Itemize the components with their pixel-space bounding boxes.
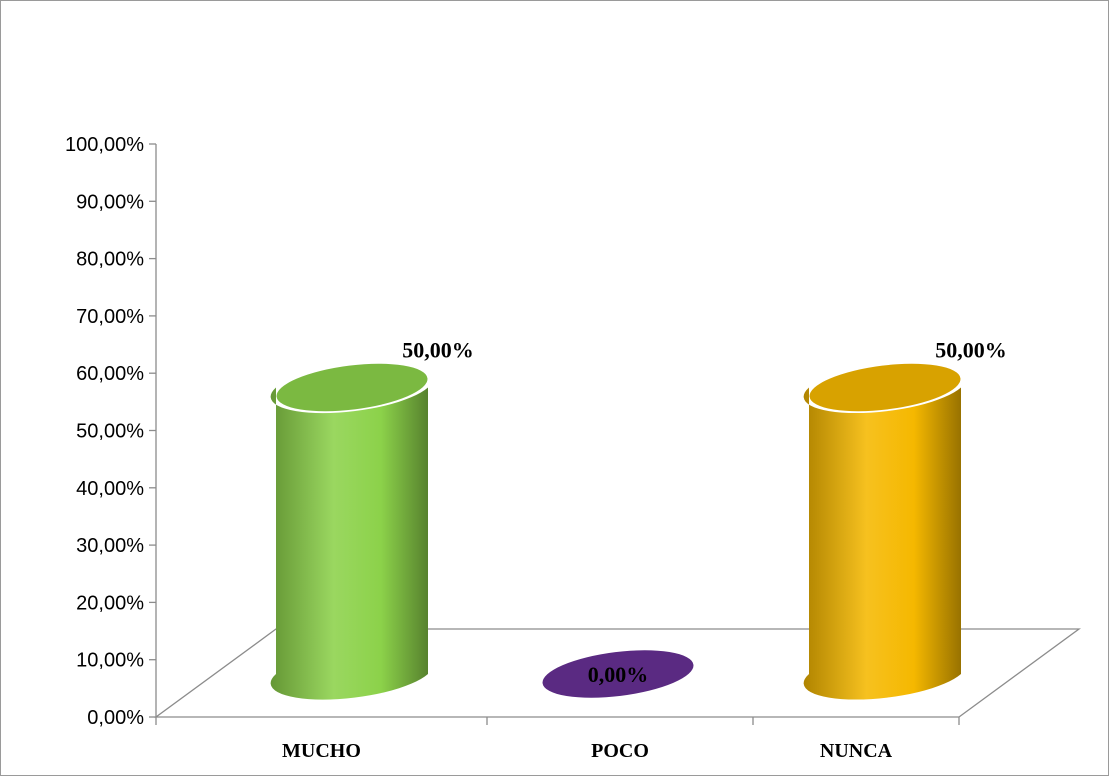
bar-top bbox=[809, 363, 961, 412]
x-tick-label: POCO bbox=[591, 740, 649, 762]
y-tick-label: 90,00% bbox=[76, 191, 144, 213]
y-tick-label: 20,00% bbox=[76, 592, 144, 614]
y-tick-labels: 0,00% 10,00% 20,00% 30,00% 40,00% 50,00% 60,00… bbox=[65, 134, 156, 729]
bar-nunca bbox=[803, 363, 961, 700]
bar-body bbox=[270, 387, 428, 700]
bar-top bbox=[276, 363, 428, 412]
y-tick-label: 80,00% bbox=[76, 249, 144, 271]
data-label-poco: 0,00% bbox=[588, 662, 649, 687]
bar-body bbox=[803, 387, 961, 700]
y-tick-label: 0,00% bbox=[87, 707, 144, 729]
data-label-mucho: 50,00% bbox=[402, 338, 474, 363]
y-tick-label: 50,00% bbox=[76, 421, 144, 443]
y-tick-label: 70,00% bbox=[76, 306, 144, 328]
x-tick-label: MUCHO bbox=[282, 740, 361, 762]
bar-top bbox=[542, 650, 694, 698]
y-tick-label: 10,00% bbox=[76, 650, 144, 672]
bar-poco bbox=[542, 650, 694, 698]
x-tick-labels: MUCHO POCO NUNCA bbox=[155, 717, 960, 762]
x-tick-label: NUNCA bbox=[820, 740, 893, 762]
data-label-nunca: 50,00% bbox=[935, 338, 1007, 363]
bars bbox=[270, 363, 961, 700]
data-labels: 50,00% 0,00% 50,00% bbox=[402, 338, 1007, 688]
y-tick-label: 40,00% bbox=[76, 478, 144, 500]
y-tick-label: 100,00% bbox=[65, 134, 144, 156]
y-tick-label: 30,00% bbox=[76, 535, 144, 557]
y-tick-label: 60,00% bbox=[76, 363, 144, 385]
bar-mucho bbox=[270, 363, 428, 700]
